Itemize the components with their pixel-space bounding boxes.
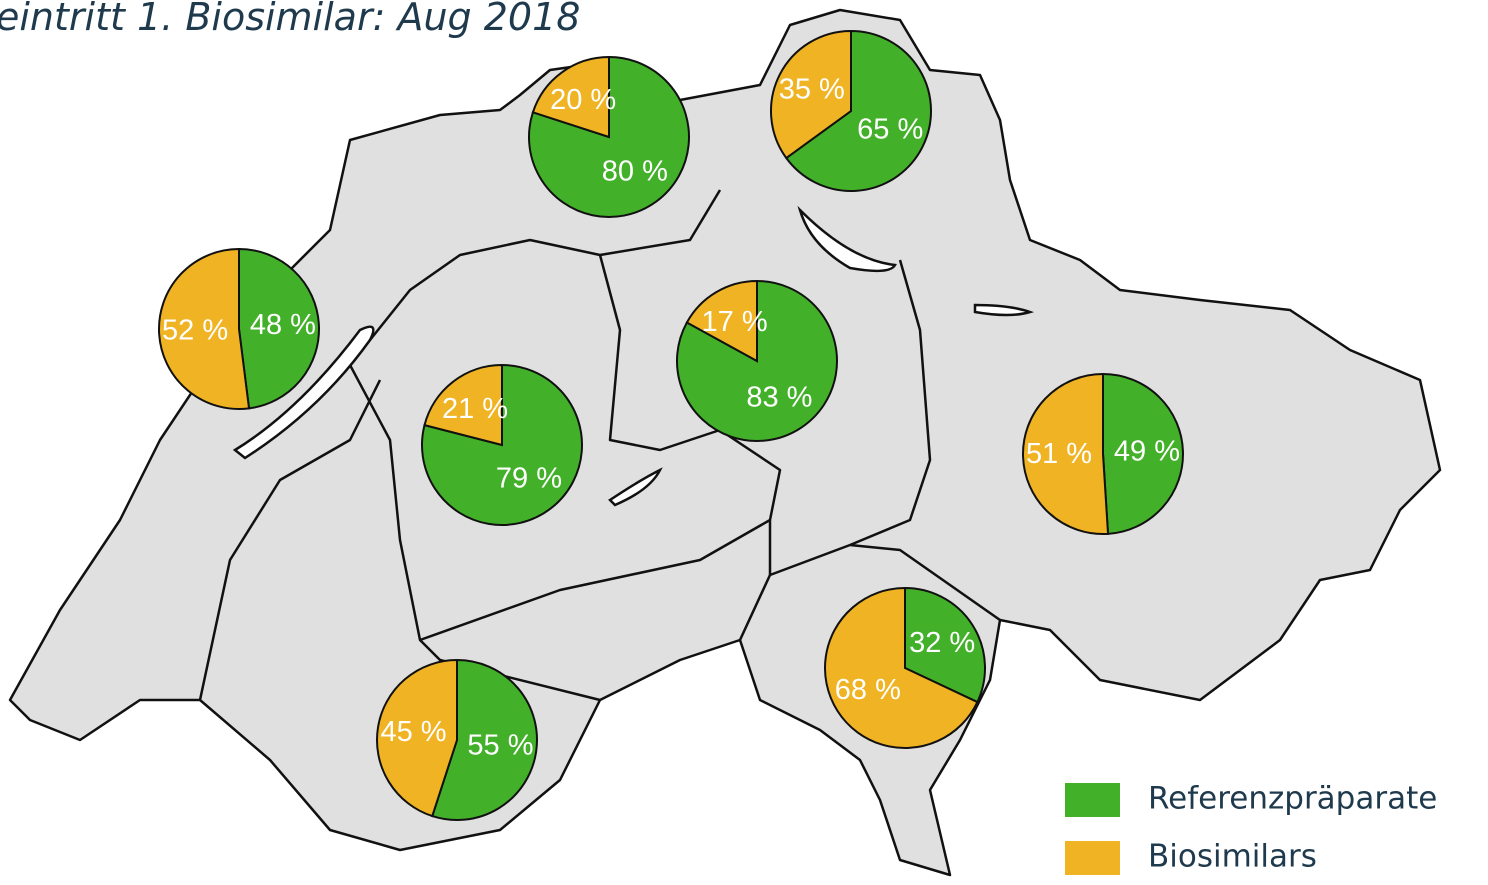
pie-wedge bbox=[824, 586, 979, 749]
legend: Referenzpräparate Biosimilars bbox=[1065, 781, 1437, 875]
pie-label: 52 % bbox=[162, 314, 228, 346]
legend-label: Biosimilars bbox=[1148, 839, 1317, 875]
pie-wedge bbox=[770, 29, 852, 160]
country-outline bbox=[8, 8, 1442, 877]
pie-wedge bbox=[784, 29, 932, 192]
pie-label: 21 % bbox=[442, 393, 508, 425]
pie-wedge bbox=[904, 586, 986, 704]
country-map bbox=[8, 8, 1442, 877]
pie-wedge bbox=[376, 658, 458, 818]
pie-wedge bbox=[1022, 372, 1110, 535]
region-border bbox=[849, 543, 1001, 622]
legend-label: Referenzpräparate bbox=[1148, 781, 1437, 817]
pie-wedge bbox=[1102, 372, 1184, 535]
legend-swatch bbox=[1065, 841, 1120, 875]
lake bbox=[232, 325, 375, 460]
region-border bbox=[198, 379, 382, 701]
pie-wedge bbox=[431, 658, 538, 821]
lake bbox=[608, 467, 663, 507]
pie-wedge bbox=[158, 247, 251, 410]
lakes bbox=[232, 205, 1035, 507]
pie-label: 68 % bbox=[835, 674, 901, 706]
pie-label: 35 % bbox=[779, 74, 845, 106]
region-border bbox=[419, 639, 601, 702]
region-border bbox=[738, 574, 772, 641]
lake bbox=[797, 205, 897, 273]
pie-label: 48 % bbox=[250, 309, 316, 341]
pie-label: 51 % bbox=[1026, 438, 1092, 470]
lake bbox=[973, 303, 1035, 317]
pie-wedge bbox=[531, 55, 610, 139]
pie-label: 20 % bbox=[550, 84, 616, 116]
pies: 80 % 20 % 65 % 35 % 48 % 52 % 83 % 17 % 79 % 21 %… bbox=[158, 29, 1184, 821]
pie-label: 17 % bbox=[702, 306, 768, 338]
pie-label: 55 % bbox=[467, 730, 533, 762]
title: eintritt 1. Biosimilar: Aug 2018 bbox=[0, 0, 580, 39]
region-border bbox=[349, 189, 722, 366]
pie-label: 65 % bbox=[857, 114, 923, 146]
pie-wedge bbox=[423, 363, 503, 447]
pie-label: 83 % bbox=[746, 382, 812, 414]
pie-label: 45 % bbox=[380, 716, 446, 748]
pie-label: 79 % bbox=[496, 462, 562, 494]
pie-label: 32 % bbox=[909, 627, 975, 659]
legend-swatch bbox=[1065, 783, 1120, 817]
pie-label: 49 % bbox=[1114, 435, 1180, 467]
pie-wedge bbox=[685, 279, 758, 363]
pie-label: 80 % bbox=[602, 155, 668, 187]
pie-wedge bbox=[238, 247, 320, 410]
